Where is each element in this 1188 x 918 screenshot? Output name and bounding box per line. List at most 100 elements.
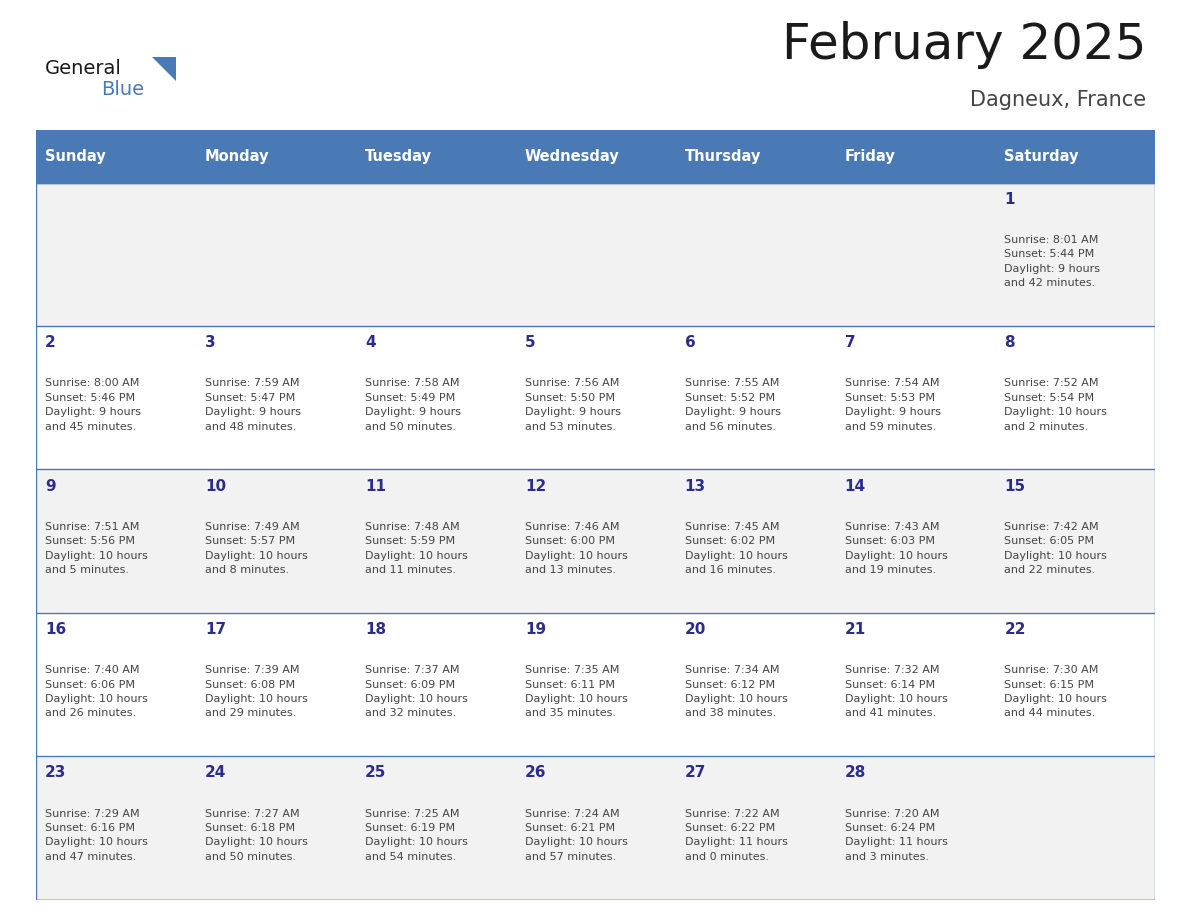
- Text: Friday: Friday: [845, 149, 896, 164]
- Bar: [675, 130, 835, 183]
- Text: Sunrise: 7:29 AM
Sunset: 6:16 PM
Daylight: 10 hours
and 47 minutes.: Sunrise: 7:29 AM Sunset: 6:16 PM Dayligh…: [45, 809, 148, 862]
- Text: 21: 21: [845, 622, 866, 637]
- Text: Sunrise: 8:01 AM
Sunset: 5:44 PM
Daylight: 9 hours
and 42 minutes.: Sunrise: 8:01 AM Sunset: 5:44 PM Dayligh…: [1005, 235, 1100, 288]
- Text: 22: 22: [1005, 622, 1026, 637]
- Bar: [835, 469, 994, 613]
- Bar: [196, 613, 355, 756]
- Bar: [36, 183, 196, 326]
- Bar: [196, 469, 355, 613]
- Text: 17: 17: [206, 622, 226, 637]
- Bar: [835, 326, 994, 469]
- Bar: [36, 130, 196, 183]
- Text: Sunrise: 7:25 AM
Sunset: 6:19 PM
Daylight: 10 hours
and 54 minutes.: Sunrise: 7:25 AM Sunset: 6:19 PM Dayligh…: [365, 809, 468, 862]
- Text: Sunrise: 7:54 AM
Sunset: 5:53 PM
Daylight: 9 hours
and 59 minutes.: Sunrise: 7:54 AM Sunset: 5:53 PM Dayligh…: [845, 378, 941, 431]
- Text: Sunrise: 7:52 AM
Sunset: 5:54 PM
Daylight: 10 hours
and 2 minutes.: Sunrise: 7:52 AM Sunset: 5:54 PM Dayligh…: [1005, 378, 1107, 431]
- Text: Sunrise: 7:45 AM
Sunset: 6:02 PM
Daylight: 10 hours
and 16 minutes.: Sunrise: 7:45 AM Sunset: 6:02 PM Dayligh…: [684, 521, 788, 575]
- Text: Sunrise: 7:35 AM
Sunset: 6:11 PM
Daylight: 10 hours
and 35 minutes.: Sunrise: 7:35 AM Sunset: 6:11 PM Dayligh…: [525, 666, 627, 719]
- Text: 16: 16: [45, 622, 67, 637]
- Text: February 2025: February 2025: [782, 21, 1146, 69]
- Text: Sunrise: 7:43 AM
Sunset: 6:03 PM
Daylight: 10 hours
and 19 minutes.: Sunrise: 7:43 AM Sunset: 6:03 PM Dayligh…: [845, 521, 948, 575]
- Bar: [516, 613, 675, 756]
- Text: Saturday: Saturday: [1005, 149, 1079, 164]
- Bar: [36, 469, 196, 613]
- Bar: [994, 326, 1155, 469]
- Bar: [994, 183, 1155, 326]
- Text: Sunrise: 7:59 AM
Sunset: 5:47 PM
Daylight: 9 hours
and 48 minutes.: Sunrise: 7:59 AM Sunset: 5:47 PM Dayligh…: [206, 378, 301, 431]
- Bar: [355, 183, 516, 326]
- Text: 23: 23: [45, 766, 67, 780]
- Bar: [36, 613, 196, 756]
- Bar: [675, 613, 835, 756]
- Bar: [835, 756, 994, 900]
- Text: 1: 1: [1005, 192, 1015, 207]
- Text: Monday: Monday: [206, 149, 270, 164]
- Text: Sunday: Sunday: [45, 149, 106, 164]
- Bar: [196, 326, 355, 469]
- Text: 15: 15: [1005, 478, 1025, 494]
- Text: Sunrise: 7:46 AM
Sunset: 6:00 PM
Daylight: 10 hours
and 13 minutes.: Sunrise: 7:46 AM Sunset: 6:00 PM Dayligh…: [525, 521, 627, 575]
- Text: Thursday: Thursday: [684, 149, 762, 164]
- Text: Sunrise: 7:27 AM
Sunset: 6:18 PM
Daylight: 10 hours
and 50 minutes.: Sunrise: 7:27 AM Sunset: 6:18 PM Dayligh…: [206, 809, 308, 862]
- Text: Sunrise: 7:40 AM
Sunset: 6:06 PM
Daylight: 10 hours
and 26 minutes.: Sunrise: 7:40 AM Sunset: 6:06 PM Dayligh…: [45, 666, 148, 719]
- Text: 19: 19: [525, 622, 546, 637]
- Bar: [36, 326, 196, 469]
- Bar: [994, 469, 1155, 613]
- Text: Sunrise: 7:39 AM
Sunset: 6:08 PM
Daylight: 10 hours
and 29 minutes.: Sunrise: 7:39 AM Sunset: 6:08 PM Dayligh…: [206, 666, 308, 719]
- Text: Sunrise: 7:24 AM
Sunset: 6:21 PM
Daylight: 10 hours
and 57 minutes.: Sunrise: 7:24 AM Sunset: 6:21 PM Dayligh…: [525, 809, 627, 862]
- Text: 8: 8: [1005, 335, 1015, 351]
- Text: Sunrise: 7:37 AM
Sunset: 6:09 PM
Daylight: 10 hours
and 32 minutes.: Sunrise: 7:37 AM Sunset: 6:09 PM Dayligh…: [365, 666, 468, 719]
- Bar: [835, 130, 994, 183]
- Bar: [516, 469, 675, 613]
- Text: 13: 13: [684, 478, 706, 494]
- Bar: [36, 756, 196, 900]
- Bar: [355, 130, 516, 183]
- Bar: [196, 183, 355, 326]
- Text: Blue: Blue: [101, 80, 144, 99]
- Text: Sunrise: 7:42 AM
Sunset: 6:05 PM
Daylight: 10 hours
and 22 minutes.: Sunrise: 7:42 AM Sunset: 6:05 PM Dayligh…: [1005, 521, 1107, 575]
- Text: Sunrise: 7:22 AM
Sunset: 6:22 PM
Daylight: 11 hours
and 0 minutes.: Sunrise: 7:22 AM Sunset: 6:22 PM Dayligh…: [684, 809, 788, 862]
- Bar: [196, 756, 355, 900]
- Bar: [994, 613, 1155, 756]
- Text: 12: 12: [525, 478, 546, 494]
- Bar: [516, 756, 675, 900]
- Text: 2: 2: [45, 335, 56, 351]
- Text: Sunrise: 7:51 AM
Sunset: 5:56 PM
Daylight: 10 hours
and 5 minutes.: Sunrise: 7:51 AM Sunset: 5:56 PM Dayligh…: [45, 521, 148, 575]
- Text: 27: 27: [684, 766, 706, 780]
- Bar: [835, 183, 994, 326]
- Text: 11: 11: [365, 478, 386, 494]
- Bar: [355, 756, 516, 900]
- Bar: [675, 469, 835, 613]
- Text: Tuesday: Tuesday: [365, 149, 432, 164]
- Text: 28: 28: [845, 766, 866, 780]
- Text: Sunrise: 8:00 AM
Sunset: 5:46 PM
Daylight: 9 hours
and 45 minutes.: Sunrise: 8:00 AM Sunset: 5:46 PM Dayligh…: [45, 378, 141, 431]
- Text: Sunrise: 7:55 AM
Sunset: 5:52 PM
Daylight: 9 hours
and 56 minutes.: Sunrise: 7:55 AM Sunset: 5:52 PM Dayligh…: [684, 378, 781, 431]
- Bar: [196, 130, 355, 183]
- Text: 24: 24: [206, 766, 227, 780]
- Text: Sunrise: 7:34 AM
Sunset: 6:12 PM
Daylight: 10 hours
and 38 minutes.: Sunrise: 7:34 AM Sunset: 6:12 PM Dayligh…: [684, 666, 788, 719]
- Text: Sunrise: 7:32 AM
Sunset: 6:14 PM
Daylight: 10 hours
and 41 minutes.: Sunrise: 7:32 AM Sunset: 6:14 PM Dayligh…: [845, 666, 948, 719]
- Text: 9: 9: [45, 478, 56, 494]
- Text: 6: 6: [684, 335, 695, 351]
- Text: Sunrise: 7:48 AM
Sunset: 5:59 PM
Daylight: 10 hours
and 11 minutes.: Sunrise: 7:48 AM Sunset: 5:59 PM Dayligh…: [365, 521, 468, 575]
- Bar: [835, 613, 994, 756]
- Text: Sunrise: 7:30 AM
Sunset: 6:15 PM
Daylight: 10 hours
and 44 minutes.: Sunrise: 7:30 AM Sunset: 6:15 PM Dayligh…: [1005, 666, 1107, 719]
- Bar: [675, 756, 835, 900]
- Bar: [516, 326, 675, 469]
- Bar: [675, 326, 835, 469]
- Text: Dagneux, France: Dagneux, France: [971, 90, 1146, 110]
- Text: General: General: [45, 59, 122, 78]
- Text: 3: 3: [206, 335, 216, 351]
- Text: 5: 5: [525, 335, 536, 351]
- Bar: [675, 183, 835, 326]
- Text: Sunrise: 7:20 AM
Sunset: 6:24 PM
Daylight: 11 hours
and 3 minutes.: Sunrise: 7:20 AM Sunset: 6:24 PM Dayligh…: [845, 809, 948, 862]
- Text: Sunrise: 7:58 AM
Sunset: 5:49 PM
Daylight: 9 hours
and 50 minutes.: Sunrise: 7:58 AM Sunset: 5:49 PM Dayligh…: [365, 378, 461, 431]
- Bar: [355, 326, 516, 469]
- Text: Sunrise: 7:56 AM
Sunset: 5:50 PM
Daylight: 9 hours
and 53 minutes.: Sunrise: 7:56 AM Sunset: 5:50 PM Dayligh…: [525, 378, 621, 431]
- Bar: [994, 130, 1155, 183]
- Text: Sunrise: 7:49 AM
Sunset: 5:57 PM
Daylight: 10 hours
and 8 minutes.: Sunrise: 7:49 AM Sunset: 5:57 PM Dayligh…: [206, 521, 308, 575]
- Bar: [355, 613, 516, 756]
- Text: 26: 26: [525, 766, 546, 780]
- Text: 10: 10: [206, 478, 226, 494]
- Text: 20: 20: [684, 622, 706, 637]
- Text: 18: 18: [365, 622, 386, 637]
